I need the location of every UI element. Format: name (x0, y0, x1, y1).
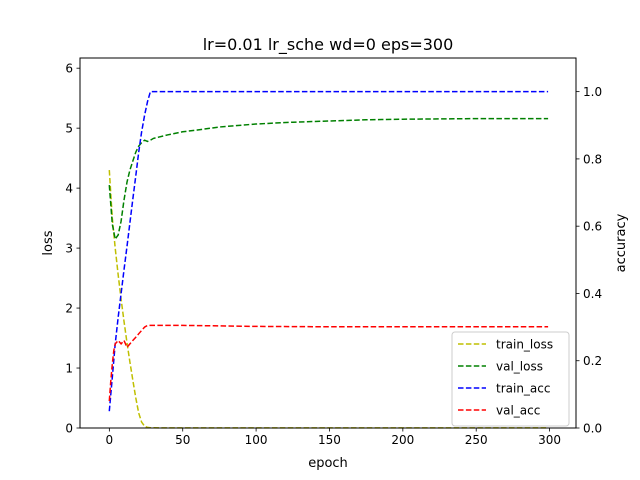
right-y-tick-label: 1.0 (583, 85, 602, 99)
plot-frame (79, 57, 577, 429)
left-y-axis-ticks: 0 1 2 3 4 5 6 (65, 62, 80, 436)
series-line-train-acc (108, 90, 549, 412)
right-y-tick-label: 0.4 (583, 287, 602, 301)
right-y-tick-label: 0.2 (583, 354, 602, 368)
left-y-tick-label: 1 (65, 362, 73, 376)
legend-label: train_acc (496, 382, 550, 396)
right-y-axis-label: accuracy (614, 213, 629, 272)
left-y-tick-label: 3 (65, 242, 73, 256)
left-y-axis-label: loss (41, 230, 56, 255)
x-tick-label: 200 (391, 433, 414, 447)
right-y-tick-label: 0.8 (583, 152, 602, 166)
x-axis-ticks: 0 50 100 150 200 250 300 (106, 428, 561, 447)
legend-label: val_loss (496, 360, 543, 374)
x-tick-label: 0 (106, 433, 114, 447)
left-y-tick-label: 6 (65, 62, 73, 76)
legend-box (451, 331, 570, 427)
right-y-tick-label: 0.0 (583, 422, 602, 436)
x-tick-label: 300 (538, 433, 561, 447)
left-y-tick-label: 2 (65, 302, 73, 316)
right-y-tick-label: 0.6 (583, 220, 602, 234)
legend-label: val_acc (496, 404, 540, 418)
x-tick-label: 150 (318, 433, 341, 447)
legend-label: train_loss (496, 338, 553, 352)
left-y-tick-label: 5 (65, 122, 73, 136)
chart-title: lr=0.01 lr_sche wd=0 eps=300 (203, 35, 454, 55)
series-line-val-acc (108, 324, 549, 402)
x-tick-label: 50 (175, 433, 190, 447)
left-y-tick-label: 0 (65, 422, 73, 436)
left-y-tick-label: 4 (65, 182, 73, 196)
x-tick-label: 100 (245, 433, 268, 447)
series-line-val-loss (108, 117, 549, 241)
x-tick-label: 250 (465, 433, 488, 447)
right-y-axis-ticks: 0.0 0.2 0.4 0.6 0.8 1.0 (576, 85, 602, 436)
legend: train_loss val_loss train_acc val_acc (451, 331, 570, 427)
x-axis-label: epoch (308, 456, 348, 471)
